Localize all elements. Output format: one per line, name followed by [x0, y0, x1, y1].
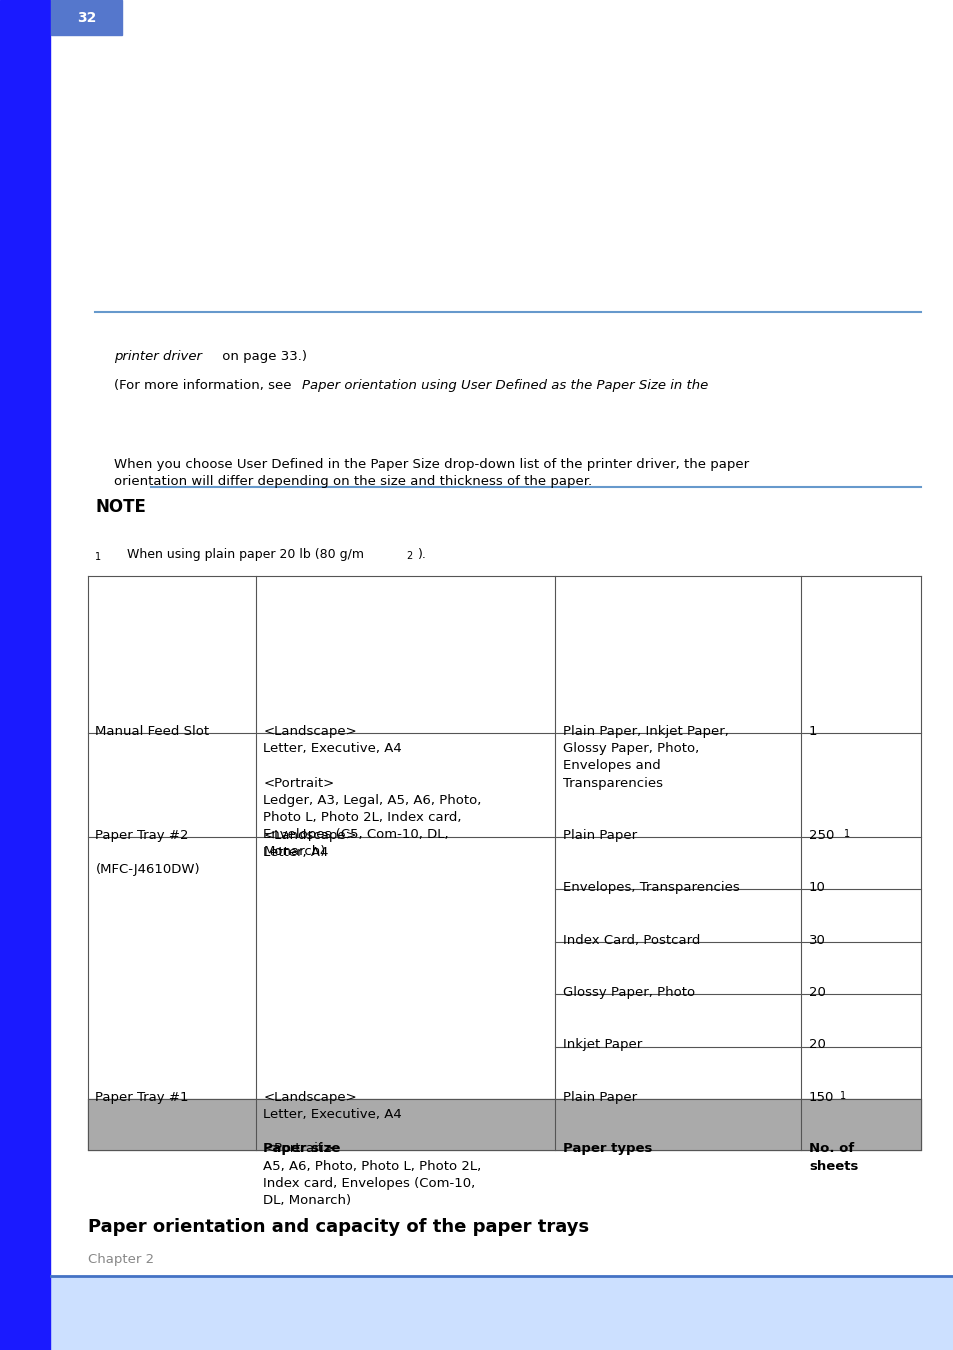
Text: (For more information, see: (For more information, see: [114, 379, 296, 393]
Text: Paper Tray #1: Paper Tray #1: [95, 1091, 189, 1104]
Bar: [51, 0, 122, 35]
Text: Paper types: Paper types: [562, 1142, 652, 1156]
Text: Paper size: Paper size: [263, 1142, 340, 1156]
Text: 20: 20: [808, 986, 825, 999]
Text: Manual Feed Slot: Manual Feed Slot: [95, 725, 210, 738]
Text: Inkjet Paper: Inkjet Paper: [562, 1038, 641, 1052]
Text: on page 33.): on page 33.): [217, 350, 306, 363]
Text: Index Card, Postcard: Index Card, Postcard: [562, 934, 700, 946]
Text: Chapter 2: Chapter 2: [88, 1253, 153, 1266]
Text: 1: 1: [839, 1091, 844, 1100]
Text: 1: 1: [843, 829, 849, 838]
Bar: [0, 1276, 953, 1350]
Bar: [88, 1099, 920, 1150]
Text: When using plain paper 20 lb (80 g/m: When using plain paper 20 lb (80 g/m: [111, 548, 363, 562]
Text: 1: 1: [95, 552, 101, 562]
Text: NOTE: NOTE: [95, 498, 146, 516]
Text: When you choose User Defined in the Paper Size drop-down list of the printer dri: When you choose User Defined in the Pape…: [114, 458, 749, 489]
Text: 20: 20: [808, 1038, 825, 1052]
Text: Plain Paper: Plain Paper: [562, 1091, 637, 1104]
Text: 250: 250: [808, 829, 834, 842]
Text: 2: 2: [406, 551, 413, 560]
Text: <Landscape>
Letter, Executive, A4

<Portrait>
Ledger, A3, Legal, A5, A6, Photo,
: <Landscape> Letter, Executive, A4 <Portr…: [263, 725, 481, 859]
Text: 32: 32: [76, 11, 96, 24]
Text: Plain Paper, Inkjet Paper,
Glossy Paper, Photo,
Envelopes and
Transparencies: Plain Paper, Inkjet Paper, Glossy Paper,…: [562, 725, 728, 790]
Text: No. of
sheets: No. of sheets: [808, 1142, 858, 1173]
Text: Paper Tray #2

(MFC-J4610DW): Paper Tray #2 (MFC-J4610DW): [95, 829, 200, 876]
Text: 30: 30: [808, 934, 825, 946]
Text: printer driver: printer driver: [114, 350, 202, 363]
Text: Envelopes, Transparencies: Envelopes, Transparencies: [562, 882, 739, 894]
Bar: [0, 0, 50, 1350]
Text: <Landscape>
Letter, A4: <Landscape> Letter, A4: [263, 829, 356, 859]
Text: 1: 1: [808, 725, 817, 738]
Text: <Landscape>
Letter, Executive, A4

<Portrait>
A5, A6, Photo, Photo L, Photo 2L,
: <Landscape> Letter, Executive, A4 <Portr…: [263, 1091, 481, 1207]
Text: ).: ).: [417, 548, 426, 562]
Text: 10: 10: [808, 882, 825, 894]
Text: Paper orientation and capacity of the paper trays: Paper orientation and capacity of the pa…: [88, 1218, 588, 1235]
Text: Glossy Paper, Photo: Glossy Paper, Photo: [562, 986, 694, 999]
Text: Plain Paper: Plain Paper: [562, 829, 637, 842]
Text: 150: 150: [808, 1091, 834, 1104]
Text: Paper orientation using User Defined as the Paper Size in the: Paper orientation using User Defined as …: [302, 379, 708, 393]
